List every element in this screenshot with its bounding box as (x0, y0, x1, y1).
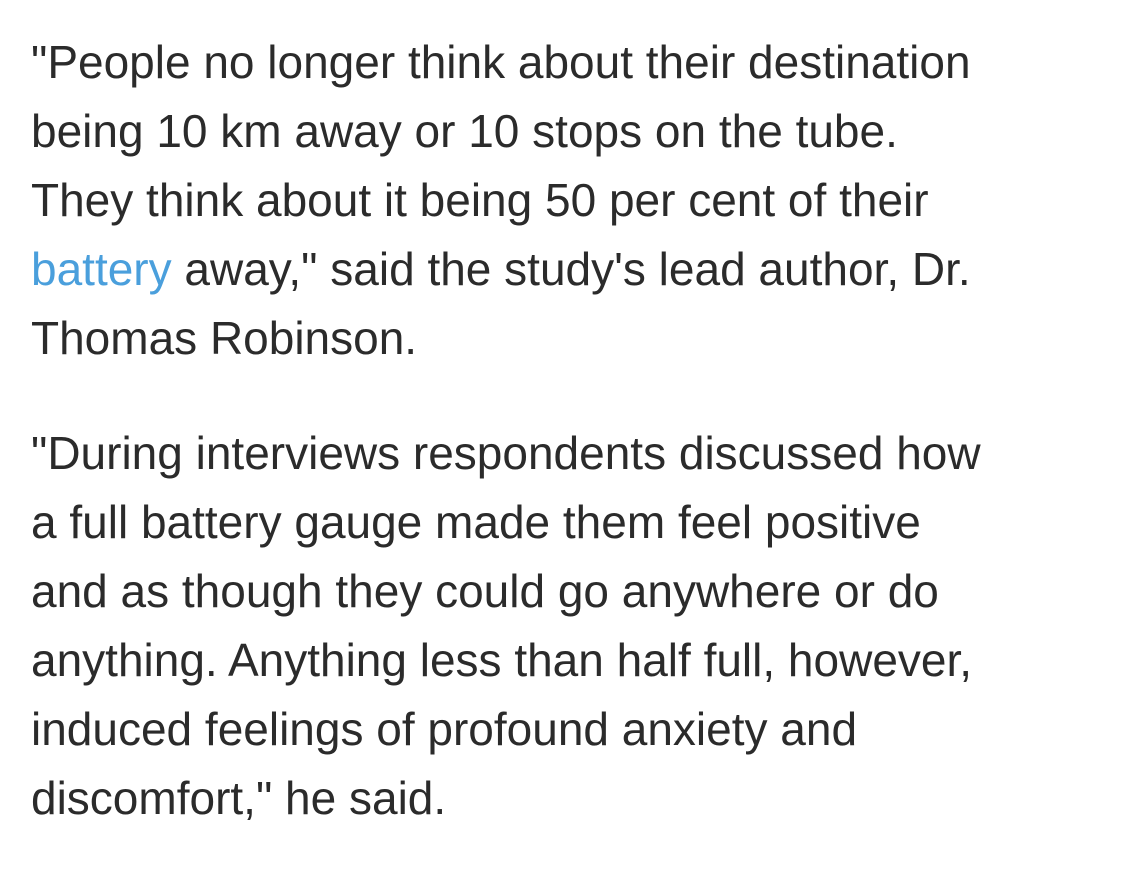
text-line: discomfort," he said. (31, 772, 447, 824)
article-body: "People no longer think about their dest… (31, 28, 1111, 879)
text-line: a full battery gauge made them feel posi… (31, 496, 921, 548)
text-line: and as though they could go anywhere or … (31, 565, 939, 617)
text-line: Thomas Robinson. (31, 312, 418, 364)
paragraph-quote-1: "People no longer think about their dest… (31, 28, 1111, 373)
text-line: They think about it being 50 per cent of… (31, 174, 929, 226)
text-segment: away," said the study's lead author, Dr. (171, 243, 971, 295)
text-line-with-link: battery away," said the study's lead aut… (31, 235, 1111, 304)
text-line: being 10 km away or 10 stops on the tube… (31, 105, 898, 157)
text-line: induced feelings of profound anxiety and (31, 703, 858, 755)
paragraph-quote-2: "During interviews respondents discussed… (31, 419, 1111, 833)
text-line: "During interviews respondents discussed… (31, 427, 981, 479)
text-line: anything. Anything less than half full, … (31, 634, 973, 686)
text-line: "People no longer think about their dest… (31, 36, 971, 88)
battery-link[interactable]: battery (31, 243, 172, 295)
